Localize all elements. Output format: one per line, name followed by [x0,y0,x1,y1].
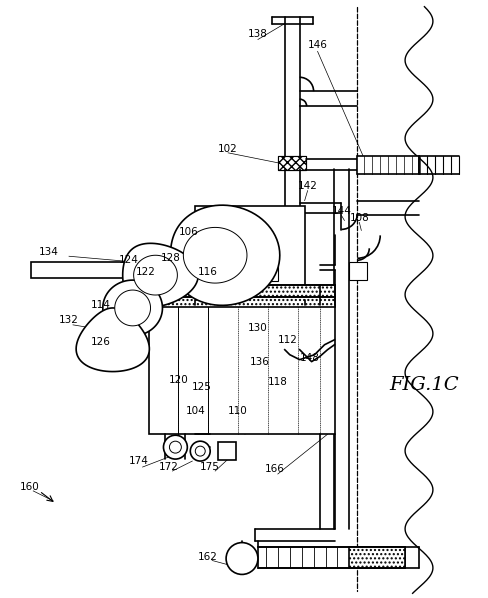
Text: 136: 136 [250,356,270,367]
Bar [225,265,247,287]
Bar [349,262,367,280]
Bar [262,265,278,281]
Bar [148,295,335,307]
Text: 125: 125 [192,383,212,392]
Polygon shape [103,280,163,336]
Bar [148,285,335,297]
Text: 146: 146 [307,41,327,50]
Circle shape [195,446,205,456]
Text: 138: 138 [248,29,268,38]
Text: 132: 132 [59,315,79,325]
Text: 120: 120 [168,374,188,385]
Text: 175: 175 [200,462,220,472]
Text: 114: 114 [91,300,111,310]
Text: 148: 148 [300,353,320,362]
Text: 172: 172 [159,462,179,472]
Bar [220,221,252,248]
Text: 108: 108 [349,213,369,224]
Text: 106: 106 [179,227,198,237]
Text: 122: 122 [136,267,156,277]
Text: 104: 104 [185,407,205,416]
Text: 162: 162 [198,551,218,562]
Text: 160: 160 [20,482,39,492]
Text: 174: 174 [129,456,148,466]
Bar [244,265,260,281]
Bar [357,156,419,173]
Text: FIG.1C: FIG.1C [389,376,459,393]
Text: 112: 112 [278,335,298,345]
Polygon shape [183,227,247,283]
Text: 116: 116 [198,267,218,277]
Text: 166: 166 [265,464,285,474]
Bar [195,206,305,300]
Text: 118: 118 [268,377,288,386]
Bar [278,156,305,170]
Text: 144: 144 [331,206,351,215]
Bar [228,228,242,242]
Text: 110: 110 [228,407,248,416]
Text: 142: 142 [298,181,318,191]
Bar [31,262,278,278]
Polygon shape [122,243,198,307]
Text: 124: 124 [119,255,139,266]
Bar [232,270,242,280]
Text: 130: 130 [248,323,268,333]
Circle shape [163,435,187,459]
Text: 128: 128 [161,253,181,263]
Polygon shape [115,290,150,326]
Bar [218,442,236,460]
Bar [349,547,405,569]
Polygon shape [76,308,149,371]
Text: 126: 126 [91,337,111,347]
Text: 102: 102 [218,144,238,154]
Circle shape [190,441,210,461]
Bar [278,156,305,170]
Bar [148,305,335,434]
Bar [258,547,405,569]
Text: 134: 134 [39,247,59,257]
Circle shape [169,441,182,453]
Circle shape [226,542,258,575]
Polygon shape [170,205,280,306]
Polygon shape [134,255,177,295]
